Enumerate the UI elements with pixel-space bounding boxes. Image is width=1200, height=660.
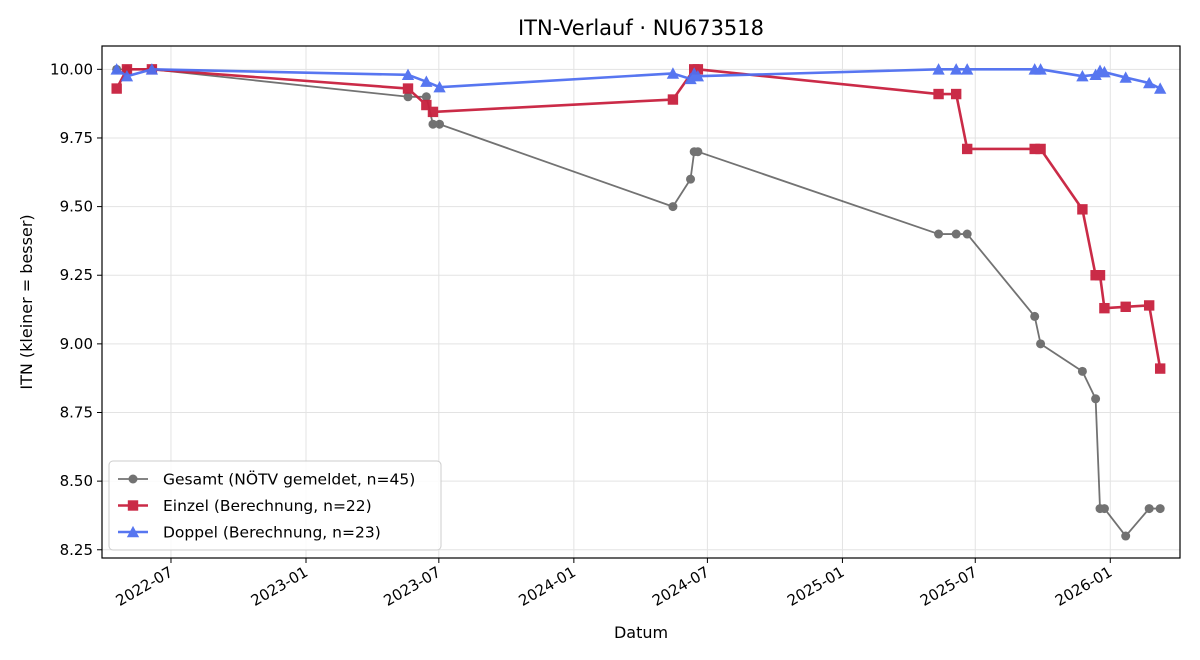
y-tick-label: 9.75	[60, 129, 93, 147]
data-point	[1077, 366, 1087, 376]
data-point	[145, 63, 159, 75]
legend-box	[108, 460, 442, 551]
data-point	[1035, 143, 1046, 155]
y-tick-label: 8.25	[60, 541, 93, 559]
data-point	[111, 83, 122, 94]
data-point	[402, 83, 414, 94]
legend-swatch	[118, 474, 148, 484]
legend-swatch	[118, 500, 148, 511]
data-point	[1030, 311, 1040, 321]
grid-lines	[102, 46, 1180, 558]
data-point	[1094, 270, 1106, 281]
data-point	[933, 88, 944, 100]
data-point	[962, 229, 972, 239]
series-layer	[110, 63, 1167, 541]
data-point	[951, 229, 961, 239]
data-point	[1091, 394, 1101, 404]
data-point	[110, 63, 123, 75]
data-point	[693, 147, 703, 157]
data-point	[1154, 363, 1166, 374]
data-point	[120, 70, 134, 82]
data-point	[950, 88, 962, 100]
data-point	[1143, 76, 1156, 89]
data-point	[1099, 504, 1109, 514]
data-point	[1036, 339, 1046, 349]
data-point	[421, 92, 431, 102]
data-point	[666, 67, 680, 79]
data-point	[1143, 300, 1155, 311]
y-tick-label: 9.00	[60, 335, 93, 353]
y-tick-label: 8.50	[60, 472, 93, 490]
data-point	[1076, 70, 1089, 82]
y-tick-label: 9.25	[60, 266, 93, 284]
legend-label: Gesamt (NÖTV gemeldet, n=45)	[163, 470, 415, 489]
data-point	[691, 70, 705, 82]
plot-frame	[101, 45, 1181, 559]
data-point	[427, 106, 439, 118]
legend-swatch	[118, 525, 148, 538]
data-point	[421, 99, 432, 111]
legend-label: Einzel (Berechnung, n=22)	[163, 497, 372, 515]
data-point	[433, 81, 446, 93]
data-point	[401, 68, 415, 81]
series-square	[111, 64, 1166, 374]
data-point	[1034, 63, 1047, 75]
y-axis-title: ITN (kleiner = besser)	[17, 214, 36, 389]
data-point	[1029, 143, 1040, 155]
data-point	[692, 64, 704, 75]
data-point	[1119, 71, 1132, 83]
y-tick-label: 10.00	[50, 60, 93, 78]
data-point	[420, 75, 433, 87]
legend: Gesamt (NÖTV gemeldet, n=45) Einzel (Bere…	[108, 460, 442, 551]
data-point	[934, 229, 944, 239]
data-point	[950, 63, 963, 75]
legend-marker	[127, 500, 139, 511]
data-point	[668, 202, 678, 212]
chart-title: ITN-Verlauf · NU673518	[518, 16, 764, 40]
x-axis-title: Datum	[614, 623, 668, 642]
legend-marker	[126, 525, 140, 538]
data-point	[961, 143, 973, 155]
y-tick-label: 8.75	[60, 403, 93, 421]
legend-marker	[128, 474, 138, 484]
data-point	[667, 94, 679, 105]
data-point	[1120, 301, 1131, 313]
data-point	[428, 119, 438, 129]
series-triangle	[110, 63, 1167, 94]
legend-label: Doppel (Berechnung, n=23)	[163, 524, 381, 542]
data-point	[1144, 504, 1154, 514]
data-point	[961, 63, 974, 75]
data-point	[435, 119, 445, 129]
data-point	[1099, 302, 1110, 314]
data-point	[932, 63, 945, 75]
data-point	[121, 64, 133, 75]
series-circle	[112, 64, 1165, 541]
data-point	[403, 92, 413, 102]
data-point	[1098, 65, 1111, 78]
data-point	[1077, 204, 1088, 215]
y-tick-label: 9.50	[60, 198, 93, 216]
data-point	[1121, 531, 1131, 541]
data-point	[1154, 82, 1167, 94]
data-point	[686, 174, 696, 184]
data-point	[1155, 504, 1165, 514]
